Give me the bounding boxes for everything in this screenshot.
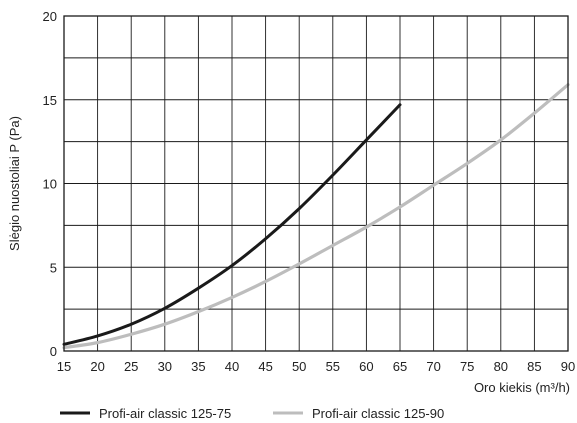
y-tick-label: 15 bbox=[43, 93, 57, 108]
x-tick-label: 55 bbox=[326, 359, 340, 374]
legend: Profi-air classic 125-75 Profi-air classi… bbox=[60, 406, 444, 421]
x-tick-label: 35 bbox=[191, 359, 205, 374]
series-line-2 bbox=[62, 83, 570, 350]
x-tick-label: 80 bbox=[494, 359, 508, 374]
legend-label-1: Profi-air classic 125-75 bbox=[99, 406, 231, 421]
y-axis-ticks: 0 5 10 15 20 bbox=[43, 9, 57, 359]
x-tick-label: 45 bbox=[258, 359, 272, 374]
y-tick-label: 10 bbox=[43, 177, 57, 192]
plot-frame bbox=[63, 15, 569, 352]
y-tick-label: 5 bbox=[50, 260, 57, 275]
x-tick-label: 85 bbox=[527, 359, 541, 374]
x-tick-label: 65 bbox=[393, 359, 407, 374]
x-tick-label: 60 bbox=[359, 359, 373, 374]
x-tick-label: 20 bbox=[90, 359, 104, 374]
x-tick-label: 90 bbox=[561, 359, 575, 374]
x-tick-label: 50 bbox=[292, 359, 306, 374]
y-tick-label: 0 bbox=[50, 344, 57, 359]
x-tick-label: 25 bbox=[124, 359, 138, 374]
y-tick-label: 20 bbox=[43, 9, 57, 24]
x-tick-label: 75 bbox=[460, 359, 474, 374]
series-line-1 bbox=[62, 103, 402, 346]
x-axis-label: Oro kiekis (m³/h) bbox=[474, 380, 570, 395]
series-layer bbox=[62, 83, 570, 350]
x-tick-label: 15 bbox=[57, 359, 71, 374]
legend-label-2: Profi-air classic 125-90 bbox=[312, 406, 444, 421]
y-axis-label: Slėgio nuostoliai P (Pa) bbox=[7, 116, 22, 251]
x-tick-label: 40 bbox=[225, 359, 239, 374]
x-tick-label: 30 bbox=[158, 359, 172, 374]
grid bbox=[63, 15, 569, 352]
x-tick-label: 70 bbox=[426, 359, 440, 374]
x-axis-ticks: 15 20 25 30 35 40 45 50 55 60 65 70 75 80 85 90 bbox=[57, 359, 575, 374]
